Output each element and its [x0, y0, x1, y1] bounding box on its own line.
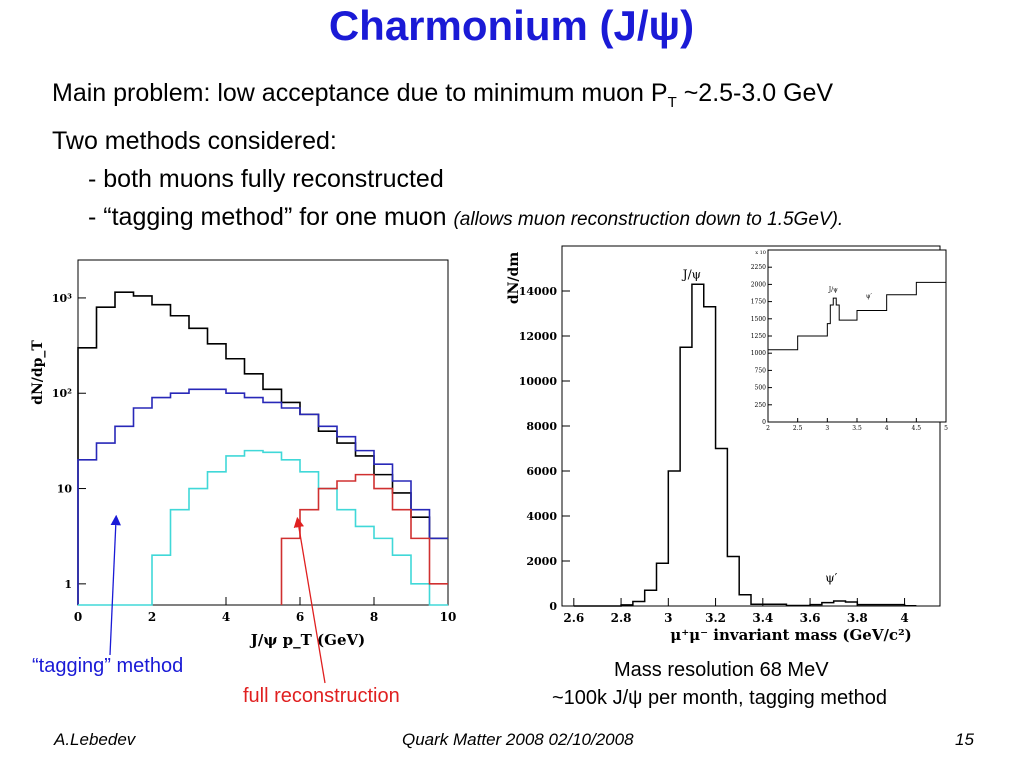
jpsi-peak-label: J/ψ: [681, 268, 701, 282]
mass-x-tick-label: 3.4: [752, 611, 773, 625]
inset-y-tick-label: 2000: [751, 281, 766, 288]
inset-x-tick-label: 3: [825, 425, 829, 432]
inset-y-multiplier: x 10: [755, 250, 766, 256]
pt-x-tick-label: 8: [370, 610, 378, 624]
bullet-full-reconstruction: - both muons fully reconstructed: [88, 165, 444, 193]
inset-psiprime-label: ψ′: [866, 293, 873, 300]
bullet-list: Main problem: low acceptance due to mini…: [52, 74, 843, 239]
pt-series-cyan: [78, 449, 448, 606]
inset-jpsi-label: J/ψ: [828, 286, 838, 293]
mass-series: [573, 283, 917, 607]
inset-x-tick-label: 2.5: [793, 425, 803, 432]
psiprime-peak-label: ψ′: [825, 571, 837, 585]
inset-frame: [767, 249, 947, 423]
bullet-tagging-method: - “tagging method” for one muon (allows …: [88, 203, 844, 231]
mass-y-tick-label: 4000: [526, 510, 557, 523]
inset-x-tick-label: 3.5: [852, 425, 862, 432]
inset-y-tick-label: 1750: [751, 299, 766, 306]
mass-y-tick-label: 14000: [519, 285, 558, 298]
pt-x-tick-label: 4: [222, 610, 230, 624]
mass-x-axis-label: μ⁺μ⁻ invariant mass (GeV/c²): [670, 626, 912, 644]
mass-x-tick-label: 3: [664, 611, 672, 625]
pt-x-tick-label: 0: [74, 610, 82, 624]
footer-conference: Quark Matter 2008 02/10/2008: [402, 730, 634, 749]
mass-x-tick-label: 3.8: [847, 611, 868, 625]
mass-resolution-text: Mass resolution 68 MeV: [614, 659, 829, 681]
mass-x-tick-label: 4: [900, 611, 908, 625]
inset-y-tick-label: 250: [755, 402, 767, 409]
inset-x-tick-label: 4.5: [912, 425, 922, 432]
mass-y-tick-label: 12000: [519, 330, 558, 343]
inset-x-tick-label: 4: [885, 425, 889, 432]
tagging-method-label: “tagging” method: [32, 655, 184, 677]
mass-y-tick-label: 0: [549, 600, 557, 613]
inset-y-tick-label: 1500: [751, 316, 766, 323]
pt-x-axis-label: J/ψ p_T (GeV): [249, 631, 365, 649]
mass-y-tick-label: 6000: [526, 465, 557, 478]
inset-y-tick-label: 1000: [751, 350, 766, 357]
mass-spectrum-plot: 2.6 2.8 3 3.2 3.4 3.6 3.8 4 0 2000 4000 6000 8000 100…: [506, 245, 948, 644]
pt-y-tick-label: 1: [64, 578, 72, 591]
pt-series-black: [77, 291, 448, 605]
pt-series-red: [280, 473, 448, 605]
mass-y-tick-label: 10000: [519, 375, 558, 388]
mass-y-tick-label: 8000: [526, 420, 557, 433]
mass-y-axis-label: dN/dm: [506, 252, 522, 304]
pt-x-tick-label: 2: [148, 610, 156, 624]
inset-x-tick-label: 2: [766, 425, 770, 432]
pt-spectrum-plot: 0 2 4 6 8 10 1 10 10² 10³ J/ψ p_T (GeV) dN/dp_T: [30, 259, 457, 649]
inset-y-tick-label: 500: [755, 385, 767, 392]
mass-x-tick-label: 2.6: [563, 611, 584, 625]
pt-y-tick-label: 10³: [52, 292, 72, 305]
pt-y-tick-label: 10²: [52, 387, 72, 400]
mass-y-tick-label: 2000: [526, 555, 557, 568]
slide-title: Charmonium (J/ψ): [328, 2, 695, 49]
pt-series-blue: [77, 388, 448, 605]
inset-x-tick-label: 5: [944, 425, 948, 432]
bullet-main-problem: Main problem: low acceptance due to mini…: [52, 79, 834, 111]
mass-x-tick-label: 2.8: [611, 611, 632, 625]
inset-y-tick-label: 750: [755, 367, 767, 374]
mass-x-tick-label: 3.6: [800, 611, 821, 625]
inset-y-tick-label: 0: [762, 419, 766, 426]
rate-text: ~100k J/ψ per month, tagging method: [552, 687, 888, 709]
pt-y-tick-label: 10: [57, 483, 73, 496]
full-reconstruction-label: full reconstruction: [243, 685, 400, 707]
mass-x-tick-label: 3.2: [705, 611, 726, 625]
bullet-two-methods: Two methods considered:: [52, 127, 337, 155]
pt-y-axis-label: dN/dp_T: [30, 340, 46, 405]
inset-y-tick-label: 1250: [751, 333, 766, 340]
pt-x-tick-label: 10: [440, 610, 457, 624]
inset-series: [768, 270, 947, 351]
inset-y-tick-label: 2250: [751, 264, 766, 271]
pt-x-tick-label: 6: [296, 610, 304, 624]
footer-page: 15: [955, 730, 974, 749]
footer-author: A.Lebedev: [54, 730, 136, 749]
